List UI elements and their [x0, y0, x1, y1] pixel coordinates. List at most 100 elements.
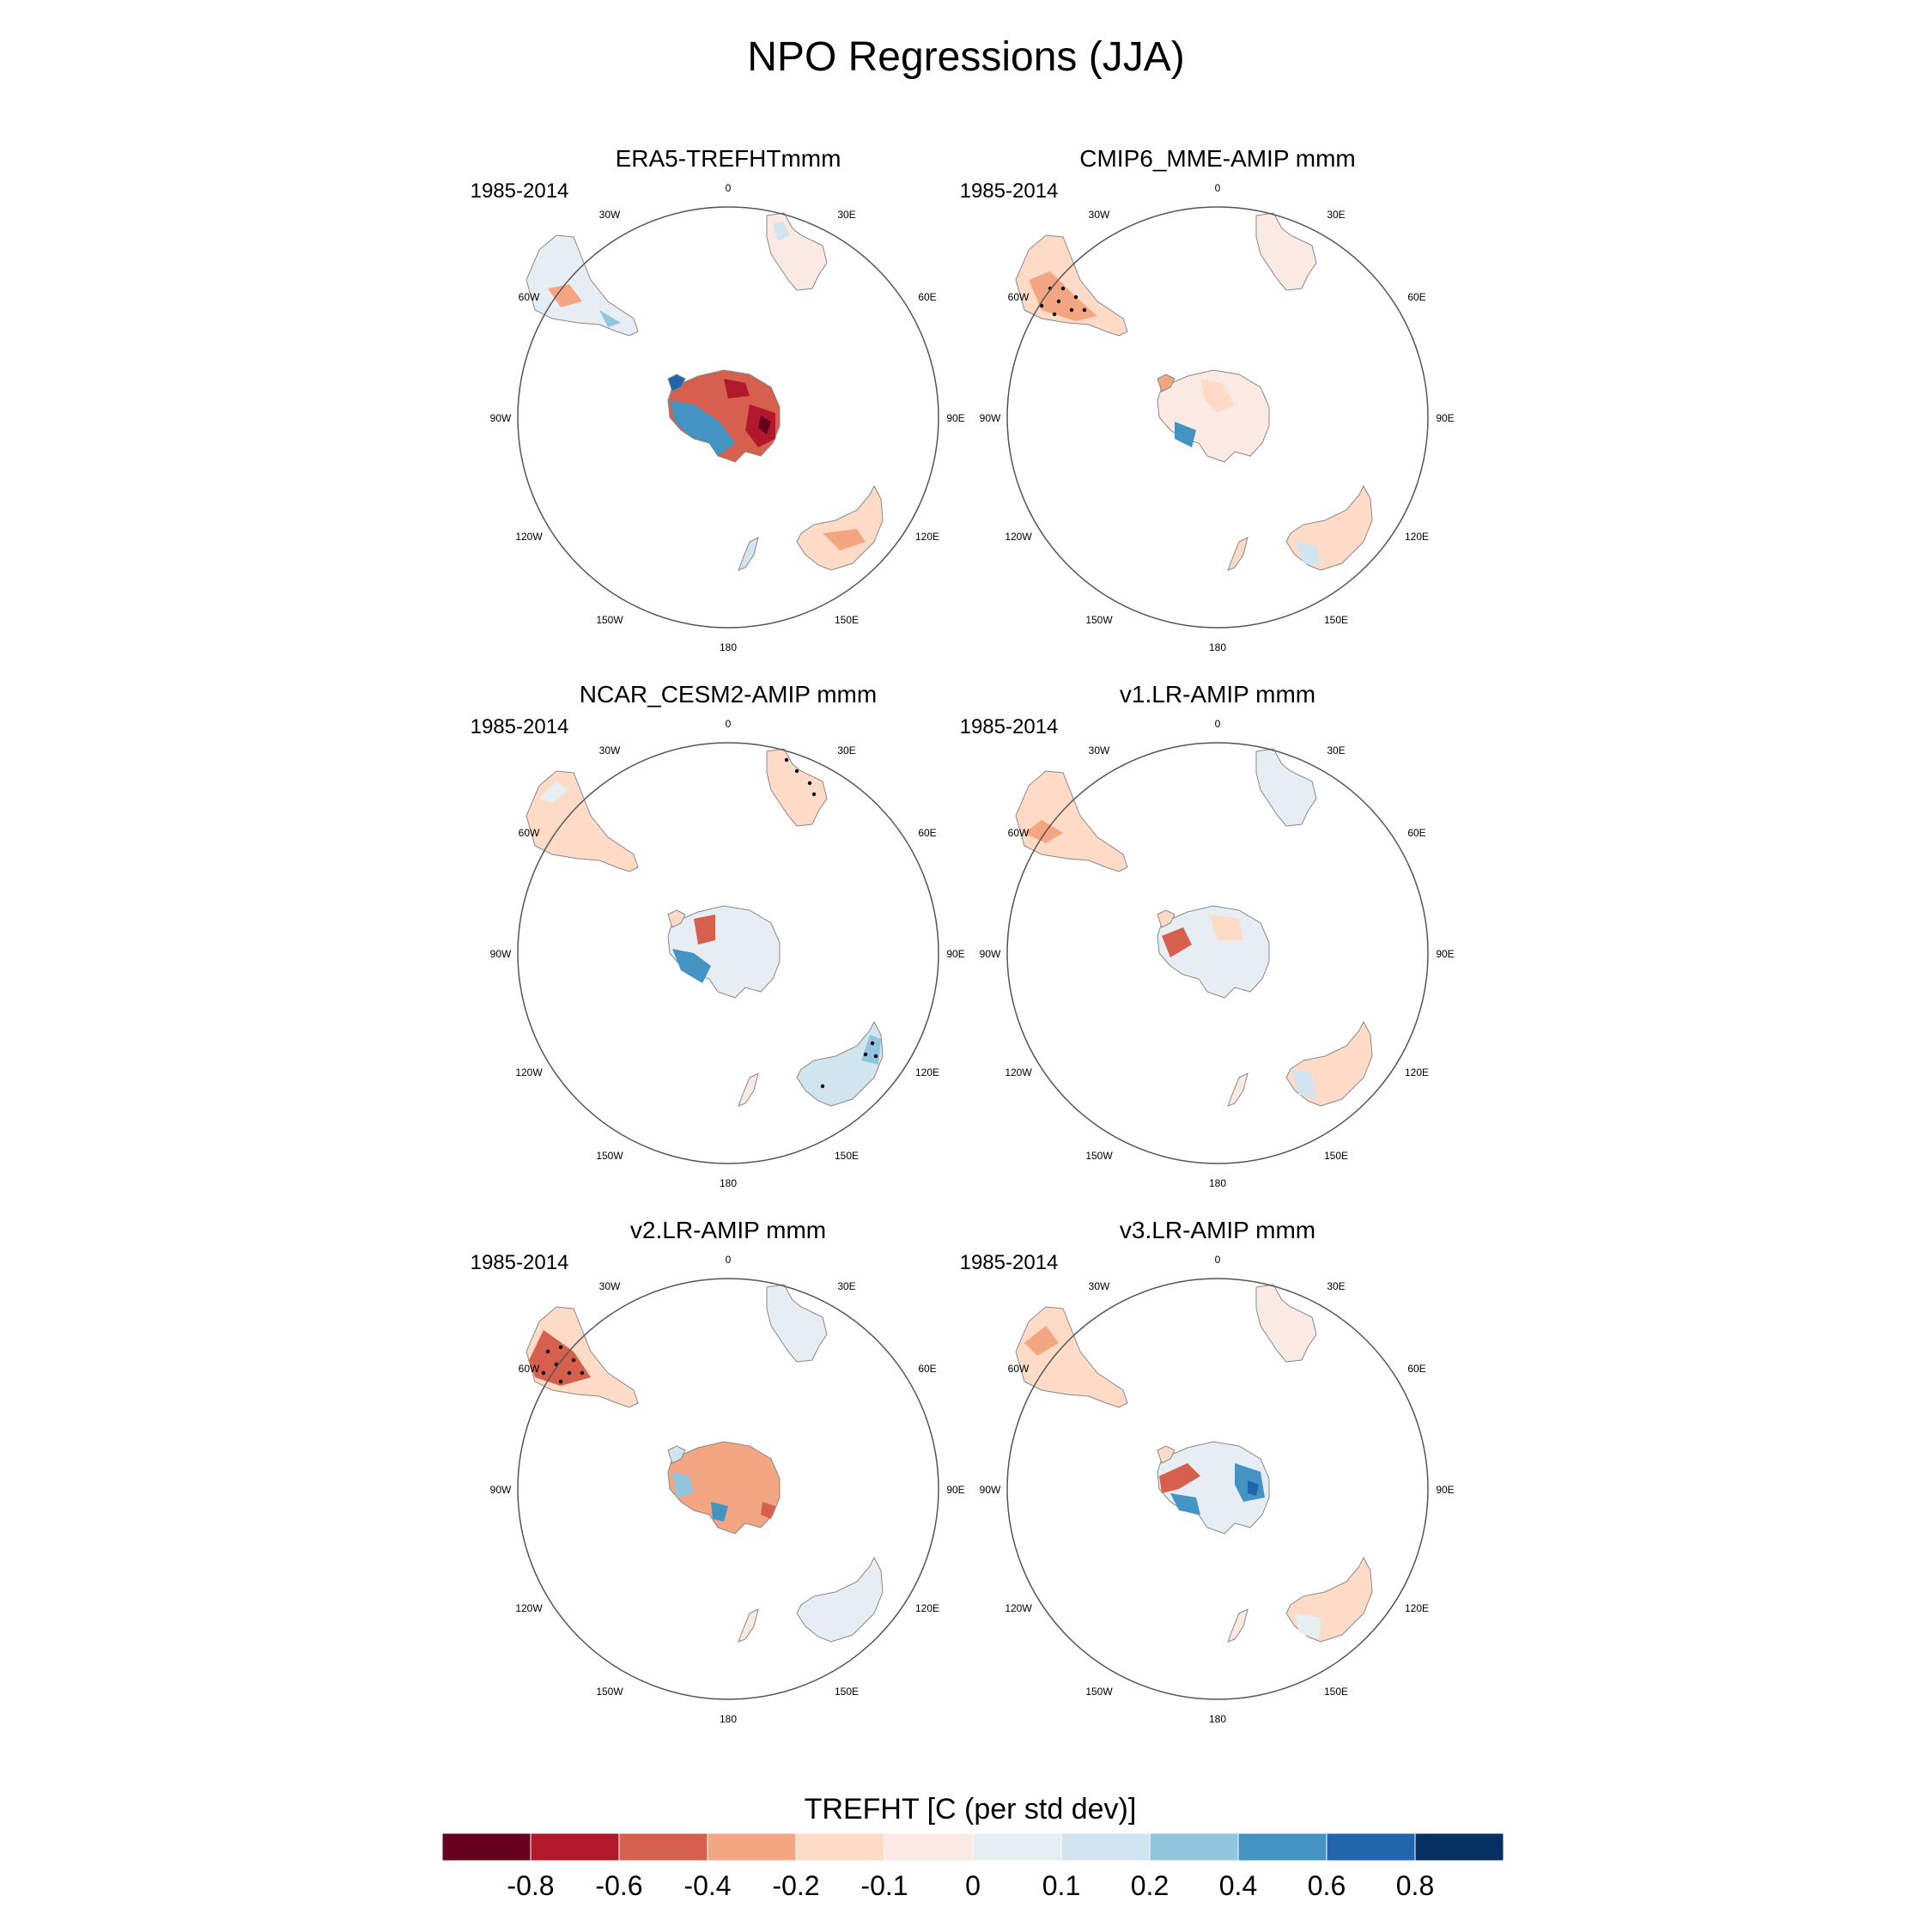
svg-text:60W: 60W [519, 291, 540, 303]
svg-text:120W: 120W [515, 1066, 543, 1078]
svg-text:30W: 30W [599, 1280, 621, 1292]
svg-text:150W: 150W [596, 614, 623, 626]
lon-labels: 0 30E 60E 90E 120E 150E 180 150W 120W 90… [490, 182, 965, 653]
colorbar-tick-labels: -0.8 -0.6 -0.4 -0.2 -0.1 0 0.1 0.2 0.4 0.6 0.8 [507, 1870, 1434, 1901]
panel-title: ERA5-TREFHTmmm [616, 145, 841, 172]
svg-text:180: 180 [720, 1713, 737, 1725]
map-boundary [1006, 742, 1429, 1164]
panel-period: 1985-2014 [471, 1251, 569, 1274]
land-fields [1015, 1284, 1373, 1643]
colorbar-swatch [795, 1832, 885, 1862]
lon-labels: 0 30E 60E 90E 120E 150E 180 150W 120W 90… [980, 1254, 1455, 1725]
svg-text:150E: 150E [835, 614, 859, 626]
svg-text:150W: 150W [596, 1686, 623, 1698]
colorbar-swatch [530, 1832, 620, 1862]
panel-period: 1985-2014 [471, 179, 569, 203]
svg-text:30E: 30E [1327, 744, 1345, 756]
svg-text:90E: 90E [946, 412, 964, 424]
svg-text:180: 180 [720, 641, 737, 653]
panel-title: NCAR_CESM2-AMIP mmm [580, 681, 877, 708]
svg-text:60W: 60W [519, 1363, 540, 1375]
svg-text:0: 0 [1215, 718, 1221, 730]
colorbar-tick-label: 0.8 [1396, 1870, 1434, 1901]
svg-text:0: 0 [1215, 1254, 1221, 1266]
svg-text:90E: 90E [946, 948, 964, 960]
map-boundary [517, 206, 939, 629]
svg-text:120W: 120W [1005, 531, 1032, 543]
svg-text:30W: 30W [1089, 1280, 1110, 1292]
colorbar-tick-label: 0.4 [1219, 1870, 1257, 1901]
svg-text:180: 180 [1209, 641, 1226, 653]
svg-text:90E: 90E [946, 1484, 964, 1496]
svg-text:90E: 90E [1436, 412, 1454, 424]
svg-text:120E: 120E [915, 1066, 939, 1078]
panel-period: 1985-2014 [960, 1251, 1059, 1274]
land-fields [526, 748, 884, 1107]
colorbar-title: TREFHT [C (per std dev)] [805, 1793, 1137, 1826]
map-panel-v1-lr: v1.LR-AMIP mmm 1985-2014 0 30E 60E 90E 1… [960, 681, 1455, 1189]
svg-text:30E: 30E [837, 744, 855, 756]
svg-text:150W: 150W [1085, 614, 1113, 626]
panel-period: 1985-2014 [471, 715, 569, 738]
svg-text:150W: 150W [1085, 1150, 1113, 1162]
colorbar-tick-label: 0.1 [1042, 1870, 1080, 1901]
panel-title: v1.LR-AMIP mmm [1120, 681, 1315, 708]
lon-labels: 0 30E 60E 90E 120E 150E 180 150W 120W 90… [490, 718, 965, 1189]
svg-text:60E: 60E [918, 1363, 936, 1375]
colorbar-tick-label: -0.4 [683, 1870, 731, 1901]
map-panel-cmip6: CMIP6_MME-AMIP mmm 1985-2014 0 30E 60E 9 [960, 145, 1455, 653]
svg-text:120E: 120E [1405, 531, 1429, 543]
colorbar-tick-label: 0.6 [1308, 1870, 1346, 1901]
panel-period: 1985-2014 [960, 179, 1059, 203]
lon-labels: 0 30E 60E 90E 120E 150E 180 150W 120W 90… [980, 718, 1455, 1189]
colorbar-swatch [1060, 1832, 1151, 1862]
svg-text:150E: 150E [835, 1686, 859, 1698]
svg-text:90E: 90E [1436, 1484, 1454, 1496]
svg-text:150E: 150E [1324, 1150, 1348, 1162]
land-fields [1015, 212, 1373, 571]
svg-text:150W: 150W [1085, 1686, 1113, 1698]
land-fields [526, 212, 884, 571]
colorbar-swatch [707, 1832, 797, 1862]
colorbar-tick-label: -0.2 [772, 1870, 819, 1901]
colorbar-tick-label: 0 [965, 1870, 981, 1901]
map-panel-era5: ERA5-TREFHTmmm 1985-2014 0 30E 60E 90E 1… [471, 145, 965, 653]
svg-text:150E: 150E [835, 1150, 859, 1162]
colorbar-swatch [1414, 1832, 1504, 1862]
svg-text:150E: 150E [1324, 1686, 1348, 1698]
svg-text:0: 0 [726, 182, 732, 194]
svg-text:90W: 90W [980, 948, 1001, 960]
colorbar-swatch [972, 1832, 1062, 1862]
svg-text:60W: 60W [1008, 1363, 1030, 1375]
svg-text:120E: 120E [915, 531, 939, 543]
lon-labels: 0 30E 60E 90E 120E 150E 180 150W 120W 90… [490, 1254, 965, 1725]
svg-text:60E: 60E [1407, 1363, 1425, 1375]
svg-text:90W: 90W [980, 412, 1001, 424]
svg-text:120W: 120W [515, 531, 543, 543]
svg-text:180: 180 [720, 1177, 737, 1189]
svg-text:90W: 90W [490, 1484, 512, 1496]
colorbar-tick-label: -0.6 [595, 1870, 642, 1901]
panel-title: v2.LR-AMIP mmm [630, 1217, 826, 1243]
colorbar-swatch [884, 1832, 974, 1862]
panel-title: v3.LR-AMIP mmm [1120, 1217, 1315, 1243]
panel-title: CMIP6_MME-AMIP mmm [1079, 145, 1356, 172]
lon-labels: 0 30E 60E 90E 120E 150E 180 150W 120W 90… [980, 182, 1455, 653]
figure-title: NPO Regressions (JJA) [747, 34, 1184, 80]
colorbar-swatch [1326, 1832, 1416, 1862]
colorbar-tick-label: 0.2 [1131, 1870, 1169, 1901]
svg-text:120E: 120E [915, 1602, 939, 1614]
svg-text:120W: 120W [1005, 1602, 1032, 1614]
map-boundary [517, 1278, 939, 1700]
svg-text:90W: 90W [490, 412, 512, 424]
map-panel-v2-lr: v2.LR-AMIP mmm 1985-2014 0 30E 60E 90E [471, 1217, 965, 1725]
colorbar-tick-label: -0.1 [860, 1870, 908, 1901]
svg-text:30W: 30W [599, 744, 621, 756]
svg-text:60E: 60E [918, 827, 936, 839]
svg-text:30E: 30E [1327, 209, 1345, 221]
svg-text:60W: 60W [1008, 827, 1030, 839]
map-boundary [517, 742, 939, 1164]
colorbar-tick-label: -0.8 [507, 1870, 554, 1901]
svg-text:0: 0 [726, 1254, 732, 1266]
